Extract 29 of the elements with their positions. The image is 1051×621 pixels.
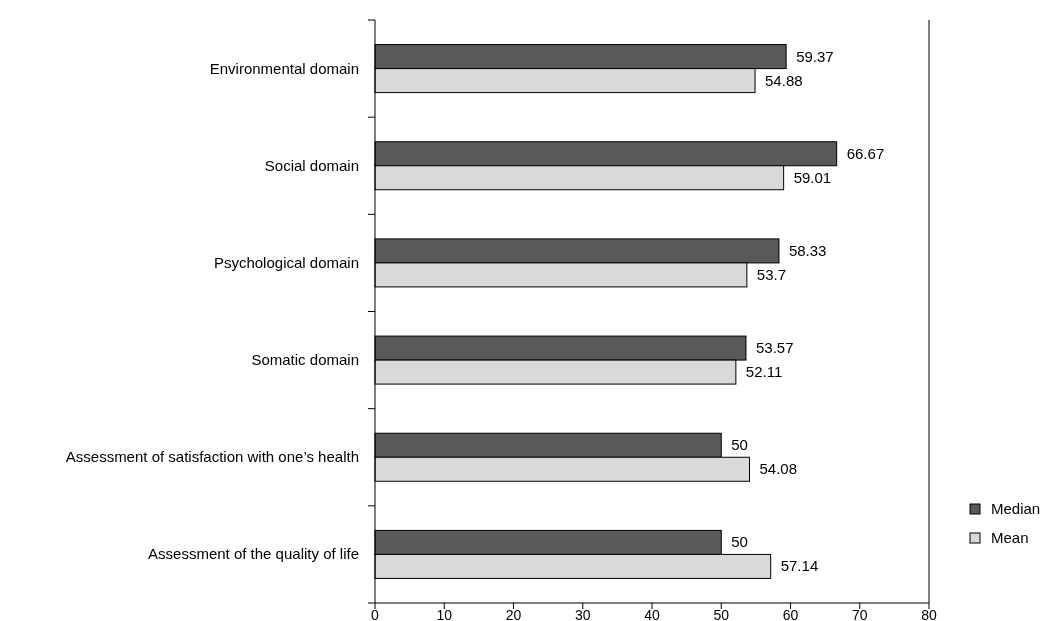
data-label: 50 bbox=[731, 436, 748, 454]
data-label: 57.14 bbox=[780, 557, 819, 575]
x-tick-label: 80 bbox=[921, 607, 937, 621]
data-label: 53.7 bbox=[756, 265, 787, 283]
y-tick-label: Social domain bbox=[264, 156, 359, 174]
x-tick-label: 20 bbox=[505, 607, 522, 621]
y-tick-label: Somatic domain bbox=[251, 351, 359, 369]
x-tick-label: 40 bbox=[644, 607, 660, 621]
data-label: 54.08 bbox=[759, 460, 798, 478]
data-label: 59.01 bbox=[793, 168, 832, 186]
data-label: 50 bbox=[731, 533, 748, 551]
y-tick-label: Assessment of the quality of life bbox=[148, 545, 359, 563]
x-tick-label: 70 bbox=[851, 607, 868, 621]
legend-label: Mean bbox=[991, 529, 1029, 546]
data-label: 54.88 bbox=[765, 71, 803, 89]
x-tick-label: 60 bbox=[782, 607, 799, 621]
data-label: 58.33 bbox=[788, 241, 827, 259]
x-tick-label: 30 bbox=[574, 607, 591, 621]
legend-label: Median bbox=[991, 500, 1041, 517]
y-tick-label: Psychological domain bbox=[213, 253, 359, 271]
data-label: 59.37 bbox=[796, 47, 834, 65]
data-label: 66.67 bbox=[846, 144, 885, 162]
y-tick-label: Environmental domain bbox=[209, 59, 359, 77]
x-tick-label: 10 bbox=[436, 607, 453, 621]
x-tick-label: 50 bbox=[713, 607, 730, 621]
data-label: 53.57 bbox=[755, 339, 794, 357]
data-label: 52.11 bbox=[745, 363, 783, 381]
x-tick-label: 0 bbox=[371, 607, 380, 621]
y-tick-label: Assessment of satisfaction with one’s health bbox=[65, 448, 359, 466]
